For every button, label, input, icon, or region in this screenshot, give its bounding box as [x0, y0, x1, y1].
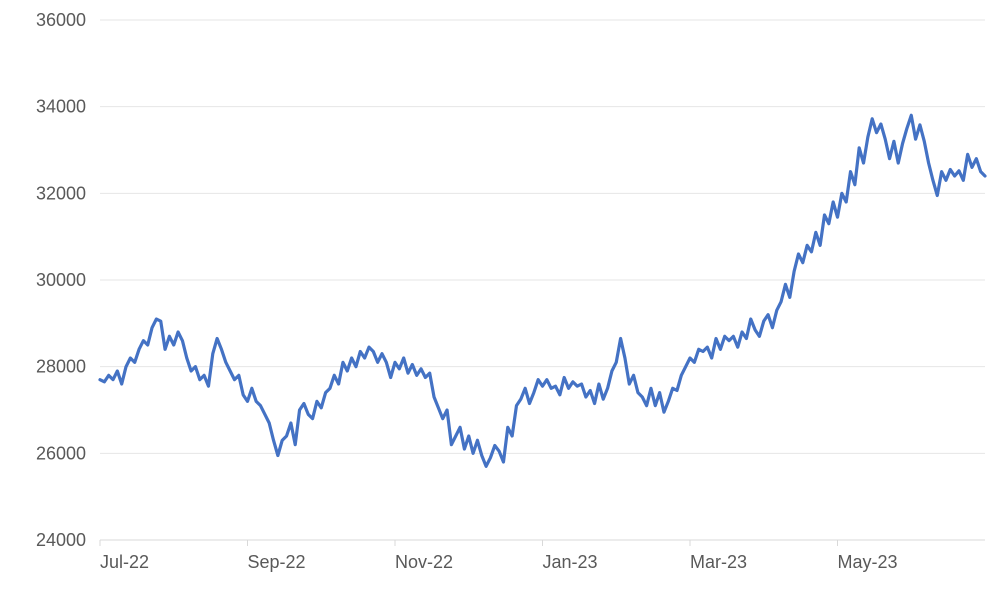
x-tick-label: May-23 — [838, 552, 898, 572]
y-tick-label: 24000 — [36, 530, 86, 550]
x-tick-label: Jan-23 — [543, 552, 598, 572]
y-tick-label: 28000 — [36, 357, 86, 377]
y-tick-label: 30000 — [36, 270, 86, 290]
chart-svg: 24000 26000 28000 30000 32000 34000 36000 Jul-2… — [0, 0, 1000, 600]
x-tick-label: Sep-22 — [248, 552, 306, 572]
y-tick-label: 32000 — [36, 183, 86, 203]
x-tick-label: Mar-23 — [690, 552, 747, 572]
y-tick-label: 34000 — [36, 97, 86, 117]
y-tick-label: 26000 — [36, 443, 86, 463]
x-tick-label: Nov-22 — [395, 552, 453, 572]
y-tick-label: 36000 — [36, 10, 86, 30]
line-chart: 24000 26000 28000 30000 32000 34000 36000 Jul-2… — [0, 0, 1000, 600]
price-series-line — [100, 115, 985, 466]
x-tick-label: Jul-22 — [100, 552, 149, 572]
